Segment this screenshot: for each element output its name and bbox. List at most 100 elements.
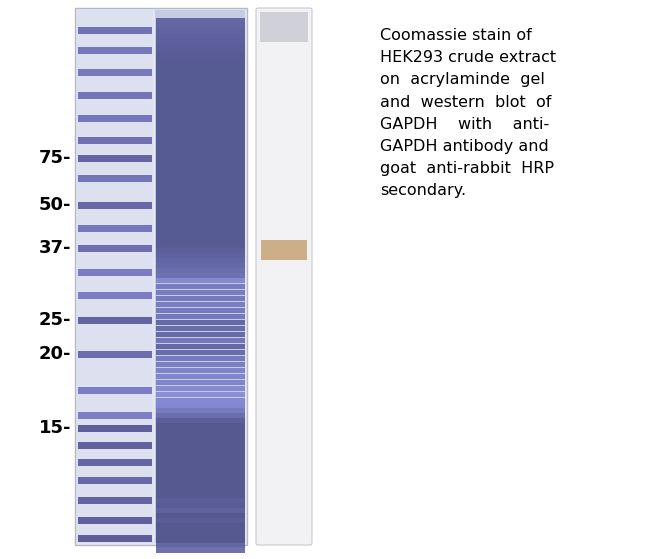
Bar bbox=[156, 78, 245, 83]
Bar bbox=[156, 183, 245, 188]
Bar bbox=[156, 403, 245, 408]
Bar bbox=[156, 83, 245, 88]
Bar bbox=[78, 245, 152, 252]
Bar bbox=[156, 188, 245, 193]
Bar bbox=[156, 163, 245, 168]
Bar bbox=[260, 12, 308, 42]
Bar bbox=[78, 387, 152, 394]
Bar bbox=[156, 33, 245, 38]
Bar bbox=[156, 438, 245, 443]
Text: 20-: 20- bbox=[38, 345, 71, 363]
Bar bbox=[78, 442, 152, 449]
Bar bbox=[78, 225, 152, 232]
Bar bbox=[156, 308, 245, 313]
Bar bbox=[156, 218, 245, 223]
Bar bbox=[156, 93, 245, 98]
Text: 75-: 75- bbox=[38, 149, 71, 167]
Bar bbox=[156, 518, 245, 523]
Text: 15-: 15- bbox=[38, 419, 71, 437]
Bar bbox=[156, 453, 245, 458]
Bar bbox=[156, 483, 245, 488]
Bar bbox=[156, 463, 245, 468]
Bar bbox=[78, 535, 152, 542]
Bar bbox=[156, 103, 245, 108]
Bar bbox=[156, 314, 245, 319]
Bar bbox=[156, 268, 245, 273]
Bar bbox=[156, 302, 245, 307]
Bar bbox=[156, 543, 245, 548]
Bar bbox=[156, 513, 245, 518]
Bar bbox=[78, 27, 152, 34]
Bar bbox=[156, 113, 245, 118]
Bar bbox=[78, 92, 152, 99]
Bar bbox=[156, 433, 245, 438]
Bar bbox=[156, 528, 245, 533]
Bar bbox=[156, 398, 245, 403]
Text: 37-: 37- bbox=[38, 239, 71, 257]
Bar bbox=[156, 508, 245, 513]
Bar bbox=[156, 493, 245, 498]
Text: Coomassie stain of
HEK293 crude extract
on  acrylaminde  gel
and  western  blot : Coomassie stain of HEK293 crude extract … bbox=[380, 28, 556, 198]
Bar bbox=[156, 258, 245, 263]
Bar bbox=[156, 503, 245, 508]
Bar bbox=[156, 68, 245, 73]
Bar bbox=[156, 28, 245, 33]
Bar bbox=[156, 238, 245, 243]
Bar bbox=[78, 412, 152, 419]
Bar bbox=[156, 253, 245, 258]
Bar bbox=[156, 448, 245, 453]
Bar bbox=[156, 58, 245, 63]
Bar bbox=[156, 48, 245, 53]
Bar bbox=[156, 73, 245, 78]
Bar bbox=[156, 153, 245, 158]
Bar bbox=[156, 88, 245, 93]
Bar bbox=[156, 548, 245, 553]
Bar bbox=[156, 193, 245, 198]
Bar bbox=[156, 143, 245, 148]
Bar bbox=[156, 243, 245, 248]
Bar bbox=[156, 380, 245, 385]
Bar bbox=[78, 477, 152, 484]
Bar bbox=[78, 115, 152, 122]
Bar bbox=[78, 47, 152, 54]
Bar bbox=[156, 178, 245, 183]
Bar bbox=[78, 317, 152, 324]
Text: 50-: 50- bbox=[38, 196, 71, 214]
Bar bbox=[156, 320, 245, 325]
Bar bbox=[156, 458, 245, 463]
Bar bbox=[156, 168, 245, 173]
Bar bbox=[156, 326, 245, 331]
Bar bbox=[156, 158, 245, 163]
Bar bbox=[156, 332, 245, 337]
Bar bbox=[156, 362, 245, 367]
Bar bbox=[156, 413, 245, 418]
Bar bbox=[156, 386, 245, 391]
Bar bbox=[78, 137, 152, 144]
Bar bbox=[78, 202, 152, 209]
Bar bbox=[78, 351, 152, 358]
Bar bbox=[78, 425, 152, 432]
Bar bbox=[156, 18, 245, 23]
Bar bbox=[155, 10, 245, 543]
Bar bbox=[156, 488, 245, 493]
Bar bbox=[156, 203, 245, 208]
Bar bbox=[78, 459, 152, 466]
Bar bbox=[156, 344, 245, 349]
Bar bbox=[156, 53, 245, 58]
Bar bbox=[78, 69, 152, 76]
Bar bbox=[156, 133, 245, 138]
Bar bbox=[156, 374, 245, 379]
Bar bbox=[156, 108, 245, 113]
Bar bbox=[75, 8, 247, 545]
Bar bbox=[156, 138, 245, 143]
Bar bbox=[156, 228, 245, 233]
Bar bbox=[77, 10, 153, 543]
Bar bbox=[156, 248, 245, 253]
FancyBboxPatch shape bbox=[256, 8, 312, 545]
Bar bbox=[156, 148, 245, 153]
Bar bbox=[156, 468, 245, 473]
Bar bbox=[156, 478, 245, 483]
Bar bbox=[156, 368, 245, 373]
Bar bbox=[156, 473, 245, 478]
Bar bbox=[156, 498, 245, 503]
